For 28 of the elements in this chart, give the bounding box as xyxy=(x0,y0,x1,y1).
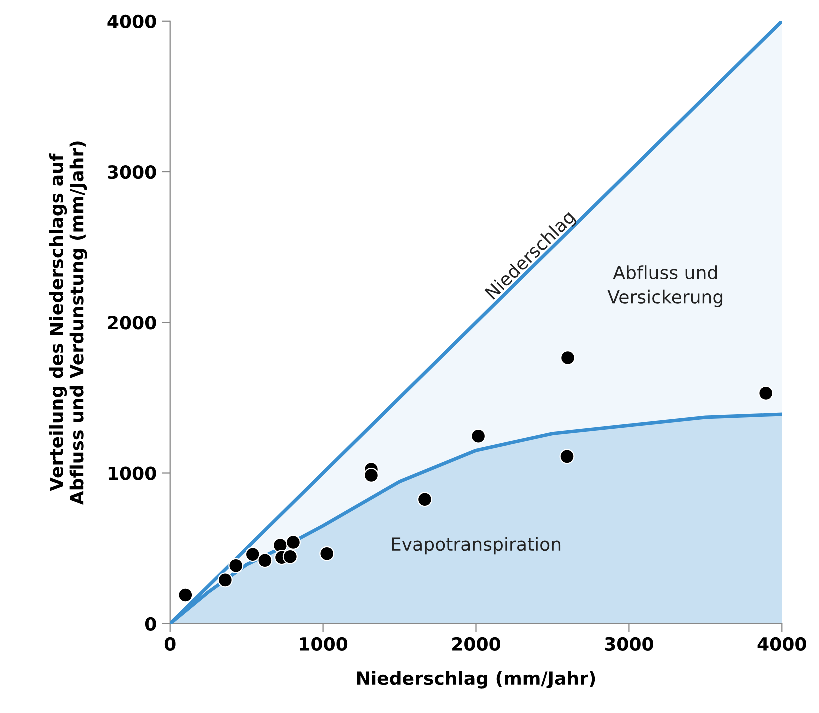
y-tick-label: 4000 xyxy=(108,14,156,29)
point xyxy=(320,546,335,562)
point xyxy=(560,350,576,366)
point xyxy=(228,558,244,574)
y-tick-label: 3000 xyxy=(108,165,156,180)
x-tick-label: 1000 xyxy=(300,637,348,652)
point xyxy=(560,449,575,464)
annotation: Abfluss und Versickerung xyxy=(608,266,723,308)
y-tick-label: 0 xyxy=(145,617,156,631)
point xyxy=(758,386,774,401)
x-tick-label: 4000 xyxy=(758,637,806,652)
point xyxy=(258,553,273,568)
x-tick-label: 3000 xyxy=(605,637,654,652)
point xyxy=(471,428,486,444)
point xyxy=(245,547,260,562)
point xyxy=(286,535,301,550)
y-tick-label: 2000 xyxy=(108,316,156,330)
y-axis-title: Verteilung des Niederschlags auf Abfluss und Verdunstung (mm/Jahr) xyxy=(49,142,88,506)
point xyxy=(218,572,233,588)
point xyxy=(418,492,433,508)
x-tick-label: 0 xyxy=(164,637,176,652)
point xyxy=(178,588,194,603)
y-tick-label: 1000 xyxy=(108,466,156,480)
x-tick-label: 2000 xyxy=(452,637,501,652)
point xyxy=(282,549,298,564)
series-label: Evapotranspiration xyxy=(392,537,561,555)
point xyxy=(364,468,379,484)
x-axis-title: Niederschlag (mm/Jahr) xyxy=(357,671,596,689)
